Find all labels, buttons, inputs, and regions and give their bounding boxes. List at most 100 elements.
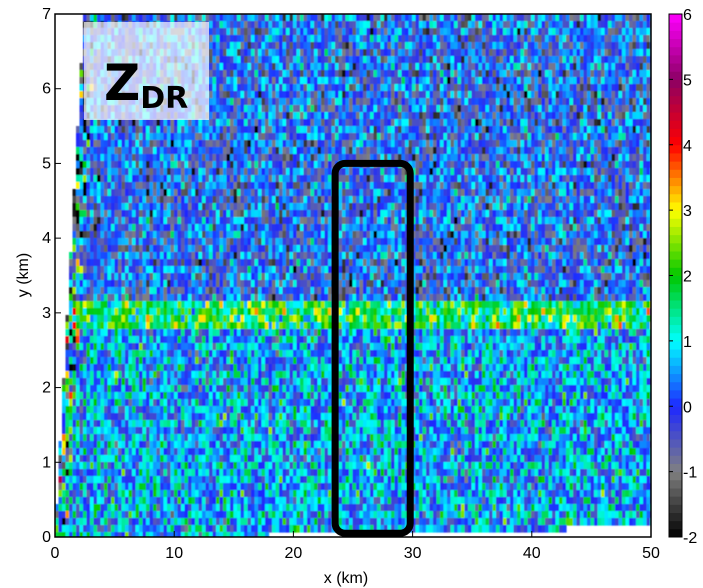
y-tick-label: 4: [42, 230, 51, 247]
colorbar: [668, 13, 683, 538]
colorbar-segment: [669, 332, 682, 342]
y-tick-label: 2: [42, 380, 51, 397]
colorbar-segment: [669, 316, 682, 326]
variable-label-background: [84, 22, 209, 120]
colorbar-segment: [669, 152, 682, 162]
colorbar-segment: [669, 79, 682, 89]
colorbar-segment: [669, 340, 682, 350]
colorbar-segment: [669, 349, 682, 358]
x-axis-label: x (km): [324, 570, 368, 587]
colorbar-segment: [669, 210, 682, 219]
colorbar-tick-label: 0: [683, 399, 692, 416]
colorbar-segment: [669, 283, 682, 293]
colorbar-segment: [669, 308, 682, 317]
x-tick-label: 20: [285, 545, 303, 562]
colorbar-segment: [669, 300, 682, 309]
colorbar-segment: [669, 95, 682, 105]
y-axis-label: y (km): [15, 253, 32, 297]
colorbar-segment: [669, 185, 682, 195]
colorbar-segment: [669, 201, 682, 211]
x-tick-label: 40: [523, 545, 541, 562]
colorbar-tick-label: 6: [683, 7, 692, 24]
colorbar-segment: [669, 128, 682, 138]
x-tick-label: 50: [642, 545, 660, 562]
colorbar-segment: [669, 496, 682, 505]
colorbar-tick-label: 3: [683, 203, 692, 220]
colorbar-segment: [669, 14, 682, 23]
y-tick-label: 0: [42, 529, 51, 546]
colorbar-segment: [669, 504, 682, 513]
y-tick-label: 1: [42, 454, 51, 471]
colorbar-tick-label: -1: [683, 465, 697, 482]
colorbar-segment: [669, 324, 682, 334]
colorbar-tick-label: 4: [683, 138, 692, 155]
colorbar-segment: [669, 169, 682, 178]
highlight-box: [331, 159, 414, 537]
x-tick-label: 0: [51, 545, 60, 562]
y-axis: 0 1 2 3 4 5 6 7: [42, 6, 61, 546]
y-tick-label: 6: [42, 81, 51, 98]
colorbar-segment: [669, 463, 682, 473]
colorbar-segment: [669, 144, 682, 154]
colorbar-segment: [669, 177, 682, 187]
variable-label-subscript: DR: [140, 81, 188, 116]
colorbar-tick-label: 5: [683, 72, 692, 89]
colorbar-segment: [669, 406, 682, 415]
colorbar-segment: [669, 422, 682, 432]
y-tick-label: 5: [42, 155, 51, 172]
colorbar-segment: [669, 479, 682, 489]
colorbar-tick-label: 1: [683, 334, 692, 351]
colorbar-segment: [669, 103, 682, 113]
colorbar-segment: [669, 30, 682, 40]
colorbar-segment: [669, 87, 682, 97]
colorbar-segment: [669, 520, 682, 530]
colorbar-segment: [669, 218, 682, 227]
colorbar-segment: [669, 275, 682, 285]
y-tick-label: 7: [42, 6, 51, 23]
colorbar-segment: [669, 414, 682, 424]
colorbar-segment: [669, 365, 682, 375]
colorbar-segment: [669, 373, 682, 383]
colorbar-segment: [669, 512, 682, 522]
colorbar-segment: [669, 398, 682, 407]
colorbar-segment: [669, 267, 682, 276]
colorbar-segment: [669, 46, 682, 56]
x-tick-label: 30: [404, 545, 422, 562]
colorbar-segment: [669, 193, 682, 203]
colorbar-segment: [669, 54, 682, 64]
colorbar-segment: [669, 447, 682, 456]
colorbar-segment: [669, 242, 682, 252]
colorbar-segment: [669, 438, 682, 448]
x-tick-label: 10: [165, 545, 183, 562]
colorbar-axis: -2 -1 0 1 2 3 4 5 6: [669, 7, 697, 547]
colorbar-segment: [669, 63, 682, 72]
colorbar-segment: [669, 120, 682, 129]
plot-frame: [54, 13, 652, 538]
colorbar-segment: [669, 226, 682, 236]
colorbar-segment: [669, 381, 682, 391]
colorbar-segment: [669, 112, 682, 121]
x-axis: 0 10 20 30 40 50: [51, 531, 660, 562]
colorbar-segment: [669, 291, 682, 301]
colorbar-segment: [669, 357, 682, 366]
colorbar-segment: [669, 136, 682, 146]
colorbar-segment: [669, 161, 682, 170]
colorbar-segment: [669, 71, 682, 80]
colorbar-segment: [669, 22, 682, 31]
colorbar-segment: [669, 234, 682, 244]
variable-label: ZDR: [104, 54, 188, 116]
colorbar-segment: [669, 430, 682, 440]
colorbar-segment: [669, 250, 682, 260]
colorbar-tick-label: -2: [683, 530, 697, 547]
colorbar-segment: [669, 528, 682, 538]
variable-label-main: Z: [104, 54, 140, 112]
colorbar-segment: [669, 389, 682, 399]
colorbar-segment: [669, 471, 682, 481]
colorbar-segment: [669, 259, 682, 268]
colorbar-tick-label: 2: [683, 269, 692, 286]
y-tick-label: 3: [42, 305, 51, 322]
colorbar-segment: [669, 38, 682, 48]
colorbar-segment: [669, 487, 682, 497]
colorbar-segment: [669, 455, 682, 464]
